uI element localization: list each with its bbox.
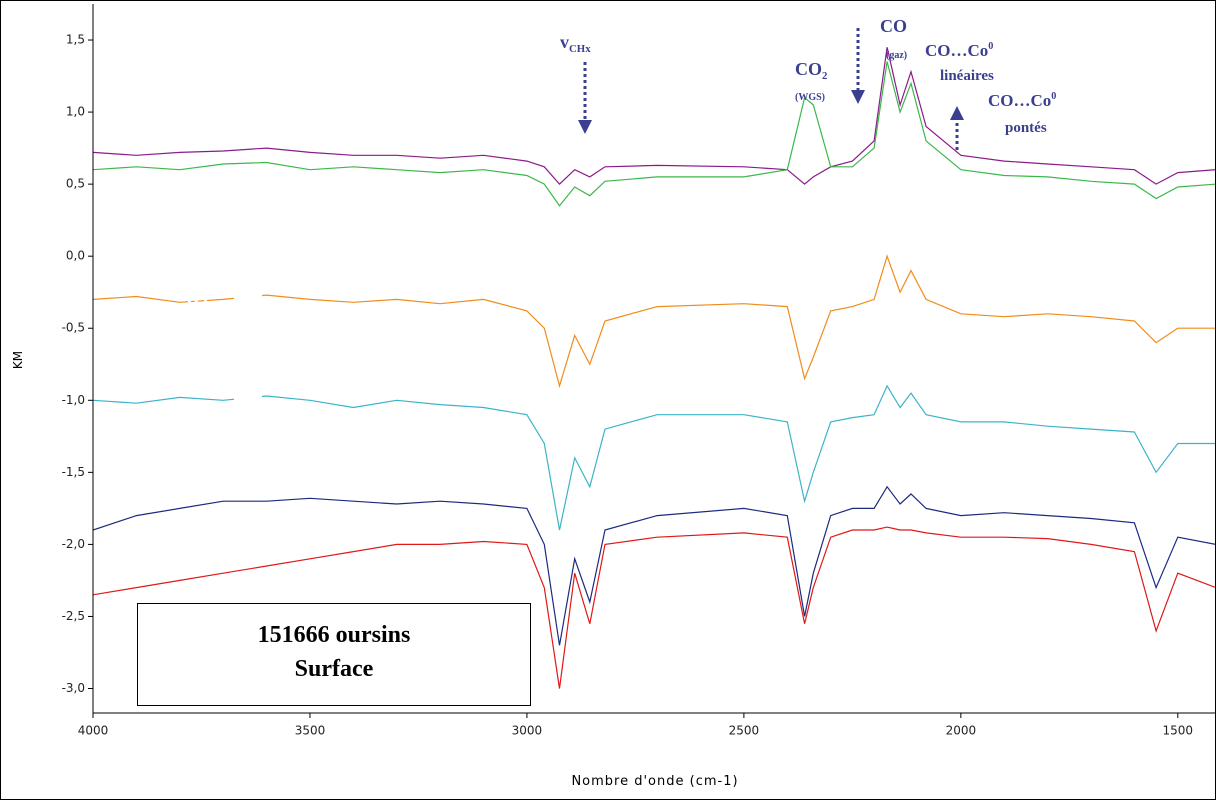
annotation-subscript: 2 <box>822 70 827 82</box>
y-axis-label: KM <box>11 351 25 369</box>
annotation-superscript: 0 <box>1051 91 1056 102</box>
annotation: CO2 <box>795 59 827 82</box>
y-tick-label: -1,5 <box>62 465 85 479</box>
spectrum-line <box>93 485 1215 646</box>
y-tick-label: 0,5 <box>66 177 85 191</box>
x-axis-label: Nombre d'onde (cm-1) <box>571 774 738 789</box>
y-tick-label: 1,5 <box>66 33 85 47</box>
annotation: linéaires <box>940 68 994 84</box>
x-tick-label: 1500 <box>1163 724 1194 738</box>
sample-box <box>137 603 531 706</box>
x-tick-label: 4000 <box>78 724 109 738</box>
spectrum-line <box>93 47 1215 185</box>
x-tick-label: 3500 <box>295 724 326 738</box>
annotation: vCHx <box>560 32 591 55</box>
annotation-text: (gaz) <box>886 50 907 61</box>
y-tick-label: -2,0 <box>62 537 85 551</box>
arrow-heads <box>578 90 964 134</box>
spectrum-line <box>93 526 1215 689</box>
y-tick-label: -3,0 <box>62 681 85 695</box>
spectrum-line <box>93 61 1215 207</box>
sample-name: 151666 oursins <box>258 622 411 648</box>
annotation-text: (WGS) <box>795 92 825 103</box>
plot-lines <box>93 47 1215 689</box>
y-tick-label: -2,5 <box>62 609 85 623</box>
y-tick-label: -1,0 <box>62 393 85 407</box>
annotation-text: pontés <box>1005 120 1047 136</box>
time-arrow <box>218 228 278 455</box>
annotation-superscript: 0 <box>988 41 993 52</box>
y-tick-label: 1,0 <box>66 105 85 119</box>
annotation: pontés <box>1005 120 1047 136</box>
annotation-text: CO <box>795 59 822 79</box>
y-tick-label: 0,0 <box>66 249 85 263</box>
annotation-text: CO…Co <box>925 41 988 60</box>
x-tick-label: 2500 <box>729 724 760 738</box>
annotation: CO…Co0 <box>988 91 1056 110</box>
annotation-arrows <box>583 28 959 150</box>
y-tick-label: -0,5 <box>62 321 85 335</box>
annotation-text: v <box>560 32 569 52</box>
time-label: temps <box>176 290 216 397</box>
annotation-text: linéaires <box>940 68 994 84</box>
ticks: 1,5 1,0 0,5 0,0 -0,5 -1,0 -1,5 -2,0 -2,5 -3,0 4000… <box>62 33 1194 738</box>
annotation: (gaz) <box>886 50 907 61</box>
annotation: CO…Co0 <box>925 41 993 60</box>
annotation: CO <box>880 16 907 36</box>
x-tick-label: 3000 <box>512 724 543 738</box>
annotation: (WGS) <box>795 92 825 103</box>
annotation-text: CO…Co <box>988 91 1051 110</box>
annotation-subscript: CHx <box>569 43 591 55</box>
annotation-text: CO <box>880 16 907 36</box>
spectrum-line <box>93 384 1215 531</box>
x-tick-label: 2000 <box>946 724 977 738</box>
sample-surface: Surface <box>295 656 374 682</box>
spectrum-line <box>93 254 1215 389</box>
